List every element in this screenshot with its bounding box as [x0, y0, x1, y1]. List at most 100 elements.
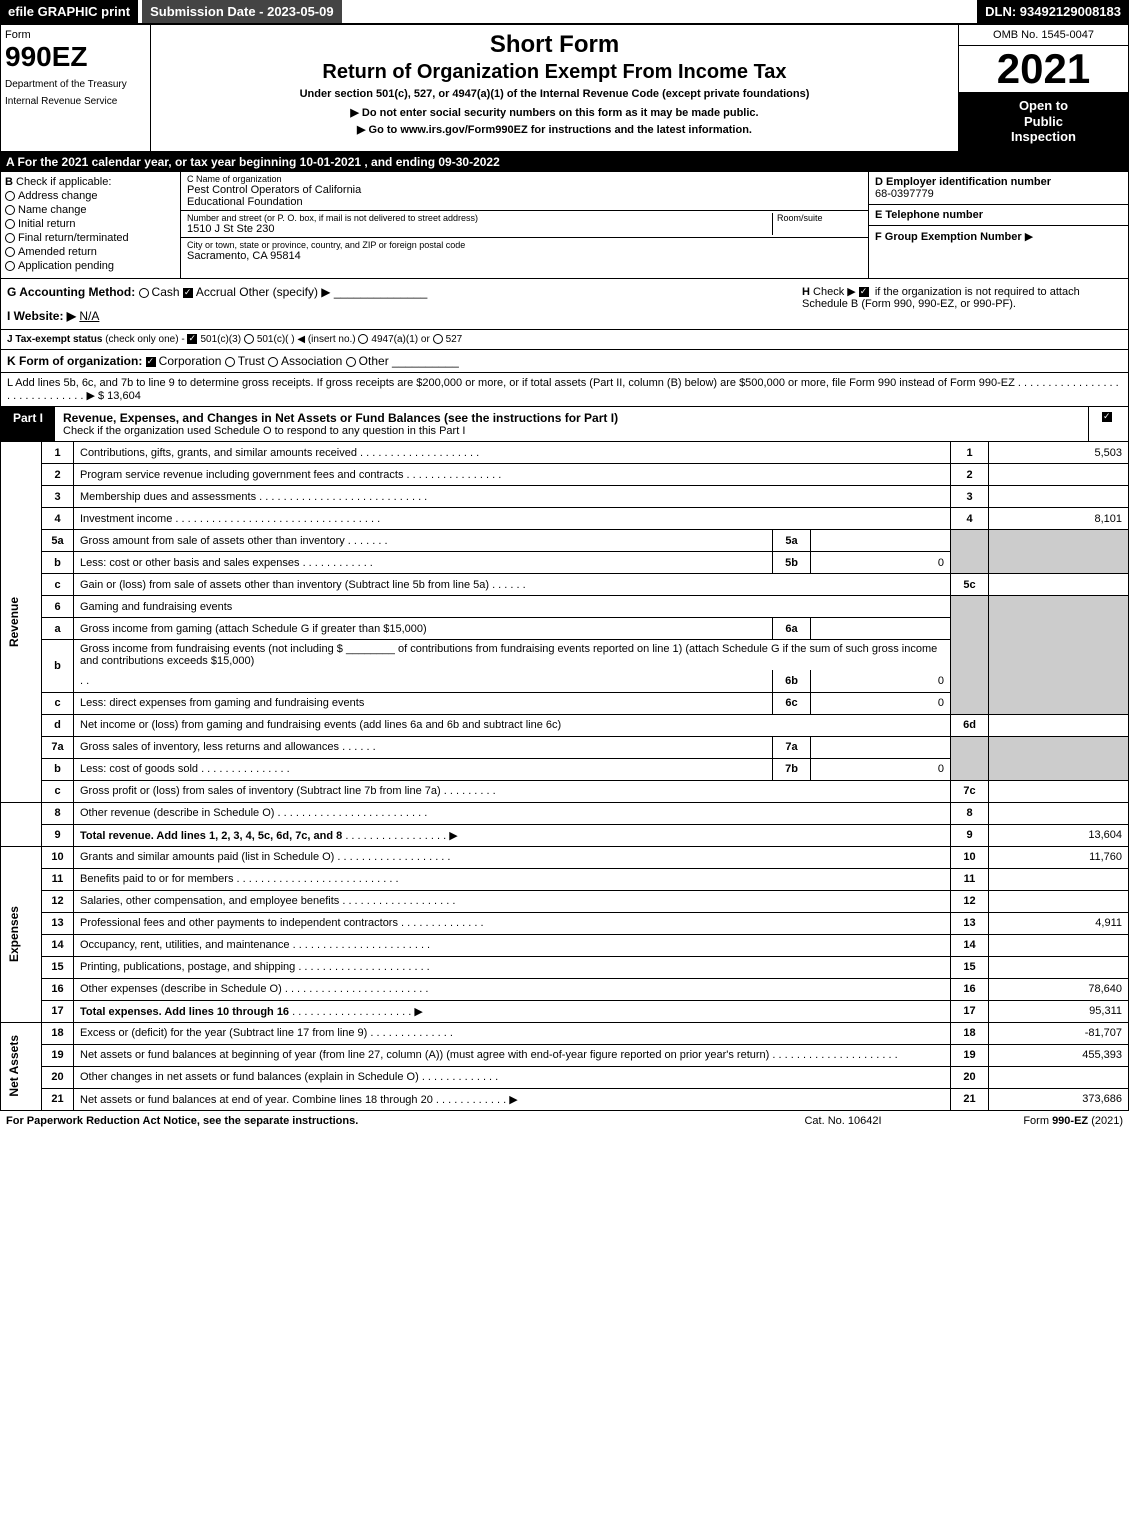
sub-num: 7b [773, 758, 811, 780]
table-row: 6 Gaming and fundraising events [1, 596, 1129, 618]
subtitle: Under section 501(c), 527, or 4947(a)(1)… [157, 88, 952, 100]
checkbox-checked-icon[interactable] [146, 357, 156, 367]
radio-icon[interactable] [244, 334, 254, 344]
line-amount: 11,760 [989, 846, 1129, 868]
radio-icon[interactable] [5, 247, 15, 257]
b-item-1: Name change [5, 204, 176, 216]
goto-line: ▶ Go to www.irs.gov/Form990EZ for instru… [157, 123, 952, 136]
sub-num: 5b [773, 552, 811, 574]
radio-icon[interactable] [5, 191, 15, 201]
part1-sub: Check if the organization used Schedule … [63, 425, 1080, 437]
line-num: 18 [42, 1022, 74, 1044]
b-item-1-label: Name change [18, 204, 87, 216]
footer: For Paperwork Reduction Act Notice, see … [0, 1111, 1129, 1131]
grey-cell [951, 596, 989, 715]
radio-icon[interactable] [346, 357, 356, 367]
org-name-2: Educational Foundation [187, 196, 862, 208]
line-amount: 78,640 [989, 978, 1129, 1000]
table-row: Expenses 10 Grants and similar amounts p… [1, 846, 1129, 868]
radio-icon[interactable] [5, 219, 15, 229]
c-addr-row: Number and street (or P. O. box, if mail… [181, 211, 868, 238]
line-rn: 12 [951, 890, 989, 912]
header-right: OMB No. 1545-0047 2021 Open to Public In… [958, 25, 1128, 151]
grey-cell [989, 530, 1129, 574]
part1-title-text: Revenue, Expenses, and Changes in Net As… [63, 411, 441, 425]
part1-header: Part I Revenue, Expenses, and Changes in… [0, 407, 1129, 442]
city-label: City or town, state or province, country… [187, 240, 862, 250]
line-amount [989, 780, 1129, 802]
line-num: 17 [42, 1000, 74, 1022]
line-amount [989, 890, 1129, 912]
revenue-side-label: Revenue [7, 597, 21, 647]
line-desc: Excess or (deficit) for the year (Subtra… [74, 1022, 951, 1044]
radio-icon[interactable] [5, 261, 15, 271]
grey-cell [951, 530, 989, 574]
line-amount: -81,707 [989, 1022, 1129, 1044]
i-label: I Website: ▶ [7, 309, 76, 323]
dept-irs: Internal Revenue Service [5, 96, 146, 107]
j-527: 527 [446, 334, 463, 345]
radio-icon[interactable] [225, 357, 235, 367]
radio-icon[interactable] [5, 205, 15, 215]
line-rn: 11 [951, 868, 989, 890]
line-amount: 13,604 [989, 824, 1129, 846]
g-other: Other (specify) ▶ [239, 285, 330, 299]
radio-icon[interactable] [358, 334, 368, 344]
sub-amt [811, 618, 951, 640]
table-row: d Net income or (loss) from gaming and f… [1, 714, 1129, 736]
radio-icon[interactable] [268, 357, 278, 367]
sub-amt: 0 [811, 670, 951, 692]
line-desc: Total expenses. Add lines 10 through 16 … [74, 1000, 951, 1022]
table-row: 17 Total expenses. Add lines 10 through … [1, 1000, 1129, 1022]
line-num: a [42, 618, 74, 640]
line-rn: 4 [951, 508, 989, 530]
line-num: 19 [42, 1044, 74, 1066]
k-other: Other [359, 354, 389, 368]
b-check-if: Check if applicable: [16, 176, 111, 188]
d-label: D Employer identification number [875, 176, 1122, 188]
line-amount [989, 486, 1129, 508]
info-grid: B Check if applicable: Address change Na… [0, 172, 1129, 279]
checkbox-checked-icon[interactable] [187, 334, 197, 344]
line-desc: Gaming and fundraising events [74, 596, 951, 618]
part1-table: Revenue 1 Contributions, gifts, grants, … [0, 442, 1129, 1111]
line-num: 13 [42, 912, 74, 934]
radio-icon[interactable] [5, 233, 15, 243]
line-desc: Gross income from fundraising events (no… [74, 640, 951, 671]
line-desc: Grants and similar amounts paid (list in… [74, 846, 951, 868]
radio-icon[interactable] [433, 334, 443, 344]
line-num: 10 [42, 846, 74, 868]
street: 1510 J St Ste 230 [187, 223, 772, 235]
line-desc: Benefits paid to or for members . . . . … [74, 868, 951, 890]
line-num: 6 [42, 596, 74, 618]
checkbox-checked-icon[interactable] [1102, 412, 1112, 422]
l-arrow: ▶ [86, 390, 94, 402]
top-bar: efile GRAPHIC print Submission Date - 20… [0, 0, 1129, 24]
line-num: 5a [42, 530, 74, 552]
b-item-4-label: Amended return [18, 246, 97, 258]
form-label: Form [5, 29, 146, 41]
j-4947: 4947(a)(1) or [371, 334, 429, 345]
line-desc: Membership dues and assessments . . . . … [74, 486, 951, 508]
line-num: c [42, 780, 74, 802]
g-label: G Accounting Method: [7, 285, 135, 299]
line-amount [989, 868, 1129, 890]
irs-link[interactable]: www.irs.gov/Form990EZ [400, 124, 527, 136]
line-num: b [42, 758, 74, 780]
grey-cell [989, 736, 1129, 780]
efile-print-link[interactable]: efile GRAPHIC print [0, 0, 138, 23]
sub-amt: 0 [811, 552, 951, 574]
part1-title: Revenue, Expenses, and Changes in Net As… [55, 407, 1088, 441]
radio-icon[interactable] [139, 288, 149, 298]
g-cash: Cash [152, 285, 180, 299]
line-num: 11 [42, 868, 74, 890]
e-row: E Telephone number [869, 205, 1128, 226]
checkbox-checked-icon[interactable] [859, 287, 869, 297]
line-rn: 6d [951, 714, 989, 736]
line-desc: Less: direct expenses from gaming and fu… [74, 692, 773, 714]
line-desc: Contributions, gifts, grants, and simila… [74, 442, 951, 464]
line-num: 2 [42, 464, 74, 486]
f-label: F Group Exemption Number [875, 231, 1022, 243]
line-num: 8 [42, 802, 74, 824]
checkbox-checked-icon[interactable] [183, 288, 193, 298]
